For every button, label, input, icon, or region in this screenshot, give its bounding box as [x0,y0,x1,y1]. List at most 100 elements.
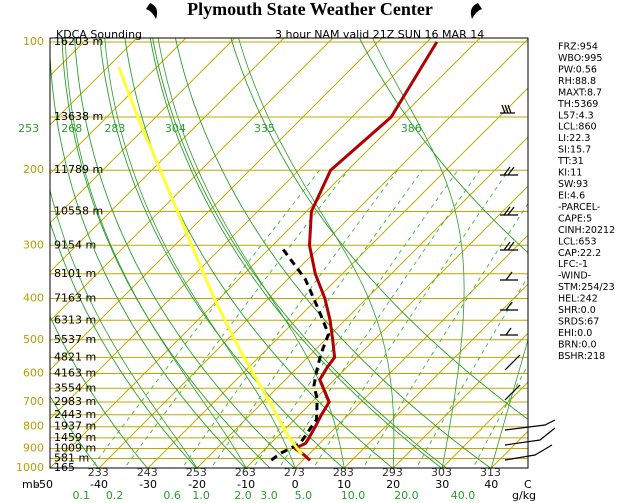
index-value: -WIND- [558,271,591,282]
profile-line [269,248,330,463]
moist-adiabat [157,38,345,468]
profile-line [117,66,304,456]
mixing-ratio-line [124,169,349,468]
index-value: SI:15.7 [558,145,591,156]
profile-line [293,41,439,462]
theta-label: 313 [480,466,501,479]
y-tick-label: 1000 [16,461,44,474]
height-label: 16203 m [54,35,103,48]
y-tick-label: 600 [23,366,44,379]
height-label: 13638 m [54,110,103,123]
temperature-unit: C [524,478,532,491]
mixing-ratio-line [252,169,459,468]
index-value: TH:5369 [557,99,598,110]
wind-barb [500,166,518,176]
station-label: KDCA Sounding [56,28,142,41]
y-tick-label: 300 [23,238,44,251]
dry-adiabat [74,38,296,468]
index-value: -PARCEL- [558,202,600,213]
index-value: EHI:0.0 [558,328,592,339]
x-tick-label: -40 [90,478,108,491]
index-value: WBO:995 [558,53,602,64]
x-tick-label: -30 [139,478,157,491]
isotherm [294,234,528,468]
isotherm [147,87,528,468]
index-value: STM:254/23 [558,282,615,293]
y-tick-label: 400 [23,291,44,304]
wind-barbs [500,104,556,461]
theta-label: 233 [88,466,109,479]
isotherm [196,136,528,468]
index-value: MAXT:8.7 [558,87,602,98]
height-label: 1009 m [54,442,96,455]
x-tick-label: -50 [35,478,53,491]
isotherm [50,38,432,420]
theta-label: 263 [235,466,256,479]
dry-adiabat [50,315,148,468]
moist-adiabat [104,38,296,468]
dry-adiabat [50,395,99,468]
wind-barb [500,327,518,336]
isotherm [392,332,528,468]
indices-panel: FRZ:954WBO:995PW:0.56RH:88.8MAXT:8.7TH:5… [557,42,615,362]
index-value: CINH:20212 [558,225,615,236]
index-value: SRDS:67 [558,317,599,328]
wind-barb [504,354,521,371]
index-value: CAPE:5 [558,213,592,224]
moist-adiabat [50,188,198,468]
height-label: 8101 m [54,267,96,280]
wind-barb [500,104,515,114]
index-value: LFC:-1 [558,259,588,270]
height-label: 2443 m [54,408,96,421]
mixing-ratio-line [90,169,320,468]
mixing-ratio-line [472,364,528,468]
theta-label: 335 [254,122,275,135]
moist-adiabat [372,38,465,468]
height-label: 165 [54,461,75,474]
wind-barb [504,419,556,431]
index-value: FRZ:954 [558,42,598,53]
mixing-ratio-label: 10.0 [341,489,366,502]
index-value: LI:22.3 [558,133,590,144]
mixing-ratio-line [312,169,509,468]
theta-label: 243 [137,466,158,479]
height-label: 11789 m [54,163,103,176]
index-value: BSHR:218 [558,351,605,362]
dry-adiabat [50,220,197,468]
mixing-ratio-label: 20.0 [394,489,419,502]
x-tick-label: 0 [292,478,299,491]
height-label: 581 m [54,452,89,465]
index-value: LCL:860 [558,122,597,133]
moist-adiabat [490,338,528,468]
mixing-ratio-label: 0.1 [73,489,91,502]
dry-adiabat [152,38,448,468]
height-label: 1937 m [54,420,96,433]
mixing-ratio-unit: g/kg [512,489,536,502]
isotherm [50,38,334,322]
theta-label: 268 [61,122,82,135]
isotherm [343,283,528,468]
x-tick-label: 40 [484,478,498,491]
mixing-ratio-label: 0.6 [163,489,181,502]
mixing-ratio-line [362,202,528,468]
y-tick-label: 800 [23,420,44,433]
wind-barb [500,206,518,216]
moist-adiabat [64,38,247,468]
mixing-ratio-label: 1.0 [192,489,210,502]
subtitle: 3 hour NAM valid 21Z SUN 16 MAR 14 [275,28,484,41]
dry-adiabat [174,38,492,468]
theta-label: 293 [382,466,403,479]
index-value: KI:11 [558,168,582,179]
title-icon [470,3,482,19]
theta-label: 386 [401,122,422,135]
index-value: HEL:242 [558,294,598,305]
x-tick-label: -10 [237,478,255,491]
dry-adiabat [61,38,271,468]
title-icon [146,3,158,19]
mixing-ratio-label: 40.0 [451,489,476,502]
isotherm [441,381,528,468]
height-label: 7163 m [54,291,96,304]
grid [50,38,528,468]
theta-label: 303 [431,466,452,479]
